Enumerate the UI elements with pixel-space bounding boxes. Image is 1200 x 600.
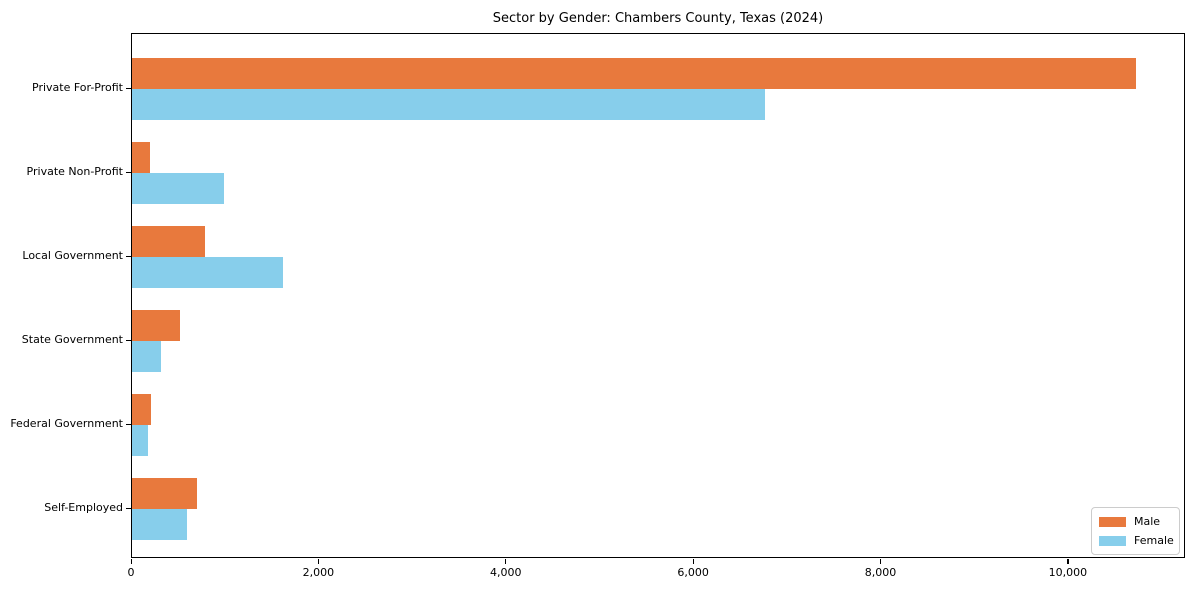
bar-female-3 — [132, 341, 161, 372]
xtick-label-1: 2,000 — [302, 566, 335, 579]
xtick-mark-4 — [880, 559, 882, 564]
xtick-mark-1 — [317, 559, 320, 564]
bar-female-2 — [132, 257, 283, 288]
ytick-mark-3 — [126, 339, 131, 341]
xtick-mark-2 — [505, 559, 507, 564]
female-series-swatch — [1099, 535, 1126, 546]
ytick-mark-0 — [126, 87, 131, 89]
bar-female-0 — [132, 89, 765, 120]
chart-title: Sector by Gender: Chambers County, Texas… — [492, 11, 824, 26]
xtick-mark-5 — [1067, 559, 1069, 564]
plot-area — [131, 33, 1185, 558]
ytick-label-2: Local Government — [22, 249, 123, 262]
bar-female-4 — [132, 425, 148, 456]
bar-male-2 — [132, 226, 205, 257]
bar-female-1 — [132, 173, 224, 204]
legend-label-female: Female — [1134, 534, 1174, 547]
ytick-label-3: State Government — [21, 333, 123, 346]
bar-male-3 — [132, 310, 180, 341]
ytick-mark-2 — [126, 255, 131, 257]
xtick-mark-0 — [130, 559, 132, 564]
ytick-label-1: Private Non-Profit — [26, 165, 123, 178]
ytick-label-0: Private For-Profit — [32, 81, 123, 94]
bar-male-0 — [132, 58, 1136, 89]
ytick-label-5: Self-Employed — [44, 501, 123, 514]
legend-label-male: Male — [1134, 515, 1161, 528]
ytick-mark-5 — [126, 507, 131, 509]
xtick-label-2: 4,000 — [490, 566, 522, 579]
xtick-mark-3 — [692, 559, 694, 564]
legend-item-female: Female — [1099, 534, 1179, 547]
ytick-mark-1 — [126, 171, 131, 173]
bar-female-5 — [132, 509, 187, 540]
bar-male-4 — [132, 394, 151, 425]
ytick-label-4: Federal Government — [10, 417, 123, 430]
bar-male-5 — [132, 478, 197, 509]
xtick-label-5: 10,000 — [1048, 566, 1088, 579]
male-series-swatch — [1099, 516, 1126, 527]
bar-male-1 — [132, 142, 150, 173]
xtick-label-3: 6,000 — [677, 566, 709, 579]
legend: Male Female — [1091, 507, 1180, 555]
xtick-label-4: 8,000 — [864, 566, 897, 579]
xtick-label-0: 0 — [127, 566, 135, 579]
legend-item-male: Male — [1099, 515, 1179, 528]
ytick-mark-4 — [126, 423, 131, 425]
